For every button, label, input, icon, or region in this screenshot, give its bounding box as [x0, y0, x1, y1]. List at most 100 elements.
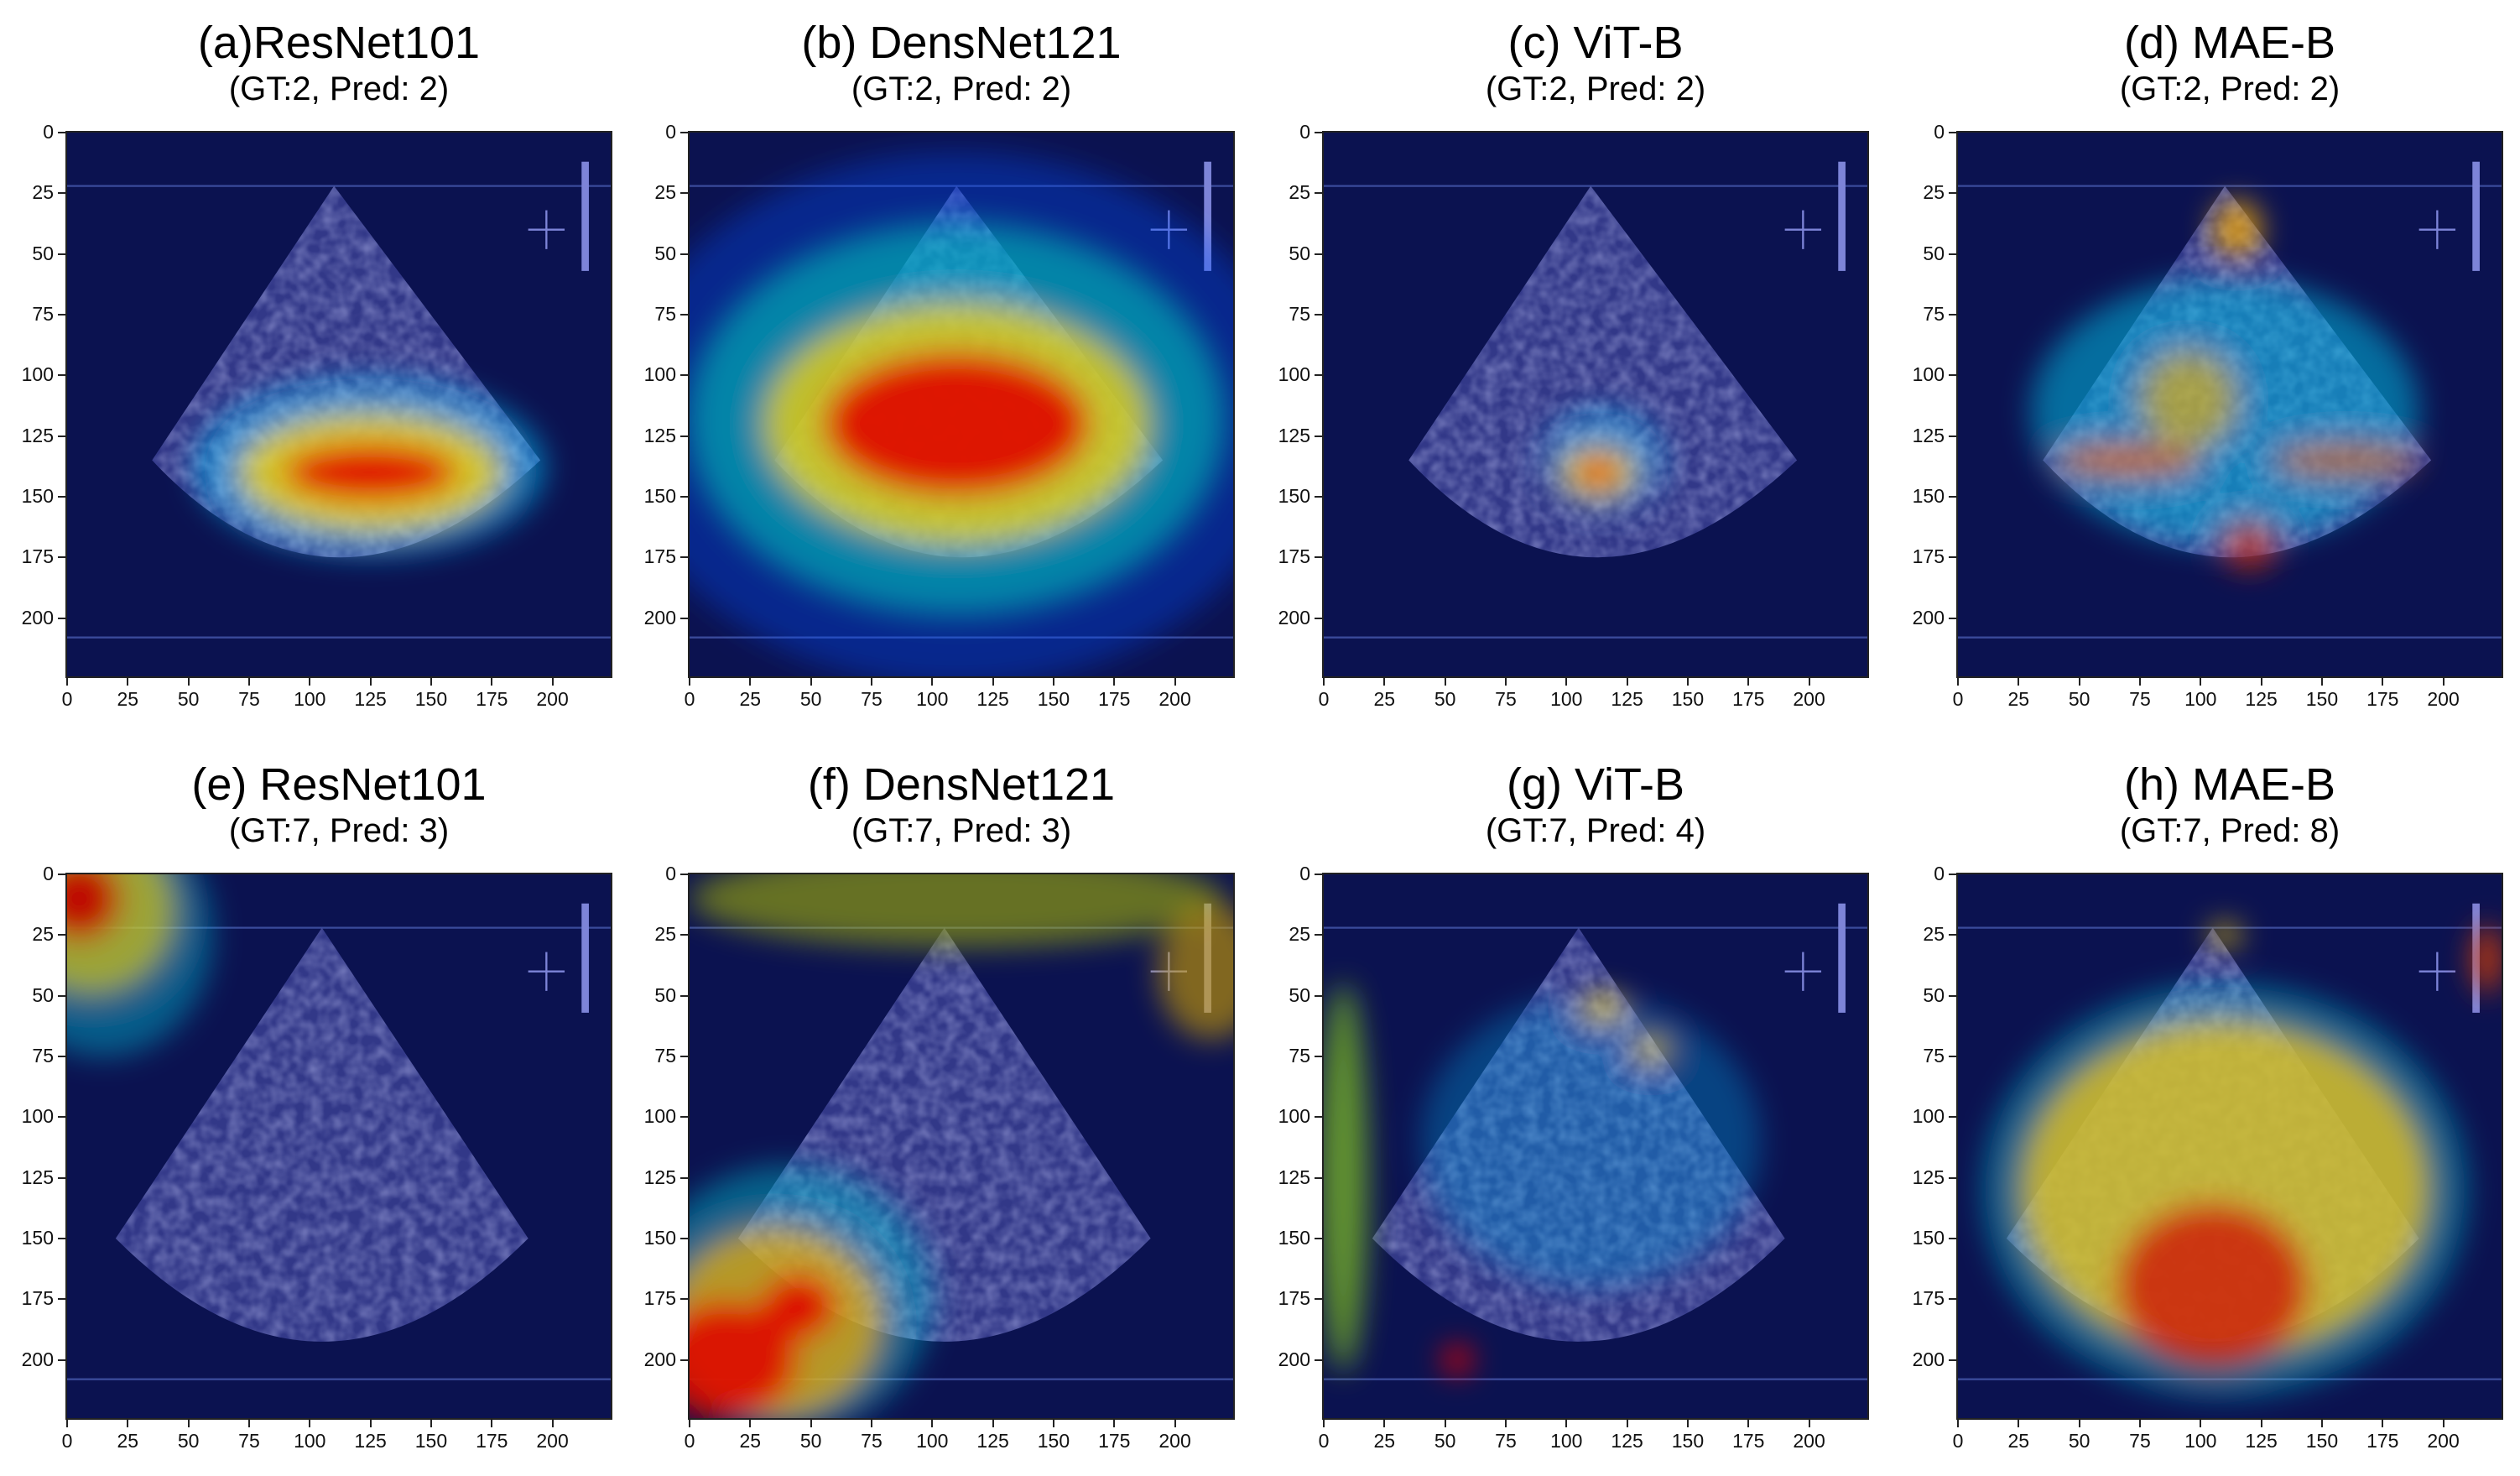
y-tick-mark: [58, 934, 65, 936]
y-tick-label: 0: [43, 863, 54, 884]
x-tick-mark: [2138, 1420, 2141, 1427]
x-tick-label: 200: [2427, 1430, 2460, 1452]
y-tick-label: 100: [21, 363, 54, 386]
y-tick-mark: [680, 874, 688, 875]
x-tick-label: 150: [2305, 688, 2339, 710]
y-tick-label: 25: [1923, 923, 1945, 946]
attention-heat-layer: [195, 380, 545, 555]
heat-blob: [283, 443, 458, 502]
y-tick-mark: [1315, 435, 1322, 437]
x-tick-label: 50: [1434, 688, 1456, 710]
y-tick-label: 25: [1289, 923, 1310, 946]
y-tick-label: 50: [654, 983, 676, 1006]
x-tick-label: 150: [2305, 1430, 2339, 1452]
y-tick-label: 25: [32, 923, 54, 946]
y-tick-mark: [58, 253, 65, 255]
x-tick-label: 200: [1158, 688, 1191, 710]
x-tick-label: 100: [916, 1430, 949, 1452]
y-tick-label: 0: [43, 121, 54, 143]
heatmap-plot: [1322, 873, 1869, 1420]
x-tick-label: 150: [1671, 1430, 1705, 1452]
heatmap-canvas: [67, 133, 611, 676]
y-tick-mark: [58, 617, 65, 619]
y-tick-label: 200: [1278, 606, 1310, 628]
y-tick-mark: [1315, 374, 1322, 377]
x-tick-mark: [931, 678, 934, 686]
y-tick-mark: [680, 374, 688, 377]
x-tick-mark: [749, 1420, 752, 1427]
y-tick-label: 200: [1278, 1348, 1310, 1370]
x-tick-label: 150: [414, 688, 448, 710]
y-tick-label: 50: [32, 983, 54, 1006]
x-tick-label: 175: [1098, 688, 1131, 710]
x-tick-mark: [2320, 678, 2323, 686]
x-tick-label: 100: [1550, 1430, 1583, 1452]
y-tick-label: 50: [1289, 983, 1310, 1006]
panel-title: (b) DensNet121: [801, 18, 1122, 68]
y-tick-label: 75: [1289, 302, 1310, 325]
x-tick-mark: [1174, 678, 1176, 686]
x-tick-label: 0: [1952, 1430, 1964, 1452]
y-tick-mark: [58, 374, 65, 377]
x-tick-mark: [1957, 1420, 1959, 1427]
x-tick-mark: [2260, 1420, 2262, 1427]
x-tick-label: 200: [536, 688, 569, 710]
heatmap-canvas: [1324, 874, 1867, 1418]
attention-heat-layer: [690, 152, 1233, 676]
x-tick-label: 25: [739, 688, 762, 710]
y-tick-label: 25: [1923, 181, 1945, 204]
y-tick-label: 125: [643, 1166, 676, 1188]
heatmap-plot: [1322, 131, 1869, 678]
x-tick-mark: [2382, 678, 2384, 686]
y-tick-mark: [1949, 874, 1956, 875]
x-tick-mark: [1052, 678, 1054, 686]
y-tick-mark: [1315, 994, 1322, 997]
y-tick-label: 200: [21, 1348, 54, 1370]
heat-blob: [2273, 443, 2419, 477]
heat-blob: [2116, 1202, 2310, 1373]
x-tick-mark: [2018, 678, 2020, 686]
y-tick-label: 100: [21, 1105, 54, 1128]
y-tick-mark: [1949, 994, 1956, 997]
depth-scale-bar: [1838, 161, 1846, 271]
y-tick-label: 100: [643, 363, 676, 386]
y-tick-mark: [1949, 435, 1956, 437]
x-tick-mark: [1565, 678, 1568, 686]
y-tick-mark: [1315, 1237, 1322, 1239]
y-tick-label: 100: [1278, 363, 1310, 386]
panel-title: (a)ResNet101: [197, 18, 481, 68]
x-tick-mark: [247, 1420, 250, 1427]
y-tick-mark: [680, 313, 688, 316]
x-tick-label: 25: [117, 688, 139, 710]
y-tick-mark: [680, 1237, 688, 1239]
y-tick-mark: [1949, 313, 1956, 316]
x-tick-label: 125: [354, 688, 387, 710]
y-tick-label: 75: [32, 1044, 54, 1067]
x-tick-mark: [2138, 678, 2141, 686]
y-tick-mark: [1315, 1055, 1322, 1057]
x-tick-label: 175: [476, 1430, 508, 1452]
y-tick-label: 150: [21, 1226, 54, 1249]
x-tick-label: 200: [2427, 688, 2460, 710]
x-tick-mark: [309, 1420, 311, 1427]
x-tick-mark: [689, 1420, 690, 1427]
panel-title: (d) MAE-B: [2123, 18, 2336, 68]
panel-subtitle: (GT:2, Pred: 2): [2119, 70, 2340, 107]
y-tick-label: 100: [1278, 1105, 1310, 1128]
x-tick-label: 25: [117, 1430, 139, 1452]
heatmap-plot: [1956, 131, 2503, 678]
x-tick-label: 75: [2129, 688, 2151, 710]
y-tick-label: 50: [654, 242, 676, 264]
x-tick-mark: [2442, 678, 2445, 686]
y-tick-mark: [680, 1176, 688, 1179]
x-tick-label: 100: [2184, 688, 2217, 710]
x-tick-label: 25: [2007, 688, 2030, 710]
y-tick-label: 200: [643, 1348, 676, 1370]
x-tick-label: 175: [2366, 688, 2399, 710]
y-tick-label: 100: [1912, 1105, 1945, 1128]
x-tick-mark: [551, 1420, 554, 1427]
y-tick-label: 200: [643, 606, 676, 628]
y-tick-label: 150: [1912, 1226, 1945, 1249]
y-tick-label: 200: [21, 606, 54, 628]
x-tick-mark: [491, 1420, 493, 1427]
